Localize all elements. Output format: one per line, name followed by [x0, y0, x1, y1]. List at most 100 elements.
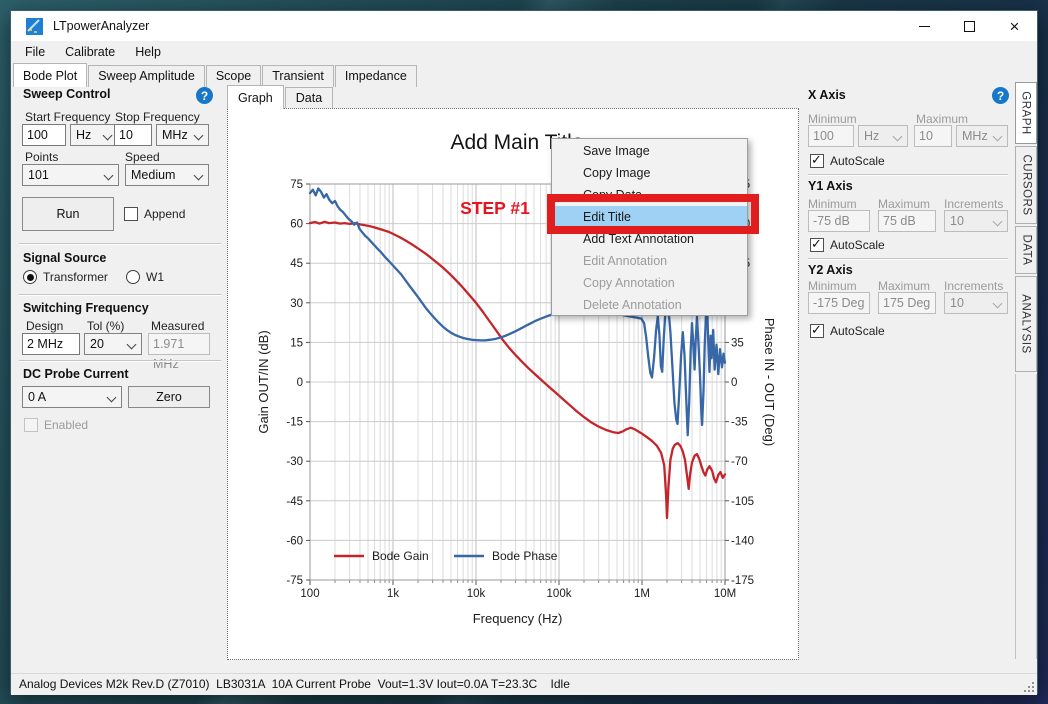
stop-frequency-unit-select[interactable]: MHz — [156, 124, 209, 146]
y1-autoscale-checkbox[interactable] — [810, 236, 824, 252]
tol-select[interactable]: 20 — [84, 333, 142, 355]
side-tab-cursors[interactable]: CURSORS — [1015, 146, 1037, 224]
points-select[interactable]: 101 — [22, 164, 119, 186]
side-tab-label: DATA — [1020, 234, 1032, 266]
tab-transient[interactable]: Transient — [262, 65, 334, 87]
chevron-down-icon — [102, 130, 113, 141]
side-tab-data[interactable]: DATA — [1015, 226, 1037, 274]
close-icon — [1010, 18, 1020, 35]
divider — [19, 294, 221, 296]
svg-text:-70: -70 — [731, 456, 748, 468]
divider — [808, 174, 1008, 176]
w1-radio[interactable] — [126, 270, 140, 284]
dc-probe-current-select[interactable]: 0 A — [22, 386, 122, 408]
window-title: LTpowerAnalyzer — [53, 19, 150, 33]
switching-frequency-title: Switching Frequency — [23, 301, 149, 315]
run-button[interactable]: Run — [22, 197, 114, 231]
graph-tab-strip: Graph Data — [227, 85, 334, 109]
svg-text:0: 0 — [297, 377, 303, 389]
menu-item-edit-annotation: Edit Annotation — [583, 254, 668, 268]
x-axis-title: X Axis — [808, 88, 846, 102]
start-frequency-label: Start Frequency — [25, 110, 111, 124]
app-window: LTpowerAnalyzer File Calibrate Help Bode P… — [10, 10, 1038, 695]
append-label: Append — [144, 207, 186, 221]
side-tab-label: GRAPH — [1020, 91, 1032, 135]
y2-max-label: Maximum — [878, 279, 931, 293]
svg-text:75: 75 — [290, 179, 303, 191]
chevron-down-icon — [193, 170, 204, 181]
menu-item-file[interactable]: File — [25, 45, 46, 59]
stop-frequency-input[interactable]: 10 — [114, 124, 152, 146]
start-frequency-unit-value: Hz — [76, 128, 92, 142]
help-icon[interactable] — [992, 87, 1009, 104]
svg-text:-30: -30 — [286, 456, 303, 468]
x-autoscale-checkbox[interactable] — [810, 152, 824, 168]
side-tab-rail — [1015, 374, 1037, 659]
svg-text:Frequency (Hz): Frequency (Hz) — [473, 611, 563, 626]
svg-text:0: 0 — [731, 377, 737, 389]
svg-text:15: 15 — [290, 337, 303, 349]
chevron-down-icon — [126, 339, 137, 350]
edit-title-highlight-box — [547, 194, 759, 234]
svg-text:-15: -15 — [286, 417, 303, 429]
svg-text:1k: 1k — [387, 588, 399, 600]
x-min-input: 100 — [808, 125, 854, 147]
svg-text:10M: 10M — [714, 588, 736, 600]
transformer-label: Transformer — [43, 270, 108, 284]
app-icon — [26, 18, 43, 35]
zero-button[interactable]: Zero — [128, 386, 210, 408]
start-frequency-input[interactable]: 100 — [22, 124, 66, 146]
points-label: Points — [25, 150, 59, 164]
y2-autoscale-label: AutoScale — [830, 324, 885, 338]
main-tab-strip: Bode Plot Sweep Amplitude Scope Transient Im… — [13, 63, 418, 87]
divider — [19, 243, 221, 245]
sweep-control-title: Sweep Control — [23, 87, 111, 101]
side-tab-analysis[interactable]: ANALYSIS — [1015, 276, 1037, 372]
side-tab-graph[interactable]: GRAPH — [1015, 82, 1037, 144]
svg-text:100: 100 — [300, 588, 319, 600]
svg-text:Bode Phase: Bode Phase — [492, 549, 558, 563]
help-icon[interactable] — [196, 87, 213, 104]
speed-select[interactable]: Medium — [125, 164, 209, 186]
design-label: Design — [26, 319, 64, 333]
dc-probe-current-value: 0 A — [28, 390, 47, 404]
chevron-down-icon — [992, 131, 1003, 142]
close-button[interactable] — [992, 11, 1037, 41]
tab-impedance[interactable]: Impedance — [334, 65, 417, 87]
x-min-unit-select: Hz — [858, 125, 908, 147]
y1-min-input: -75 dB — [808, 210, 870, 232]
transformer-radio[interactable] — [23, 270, 37, 284]
y1-increments-label: Increments — [944, 197, 1004, 211]
tab-data[interactable]: Data — [284, 87, 334, 109]
append-checkbox[interactable] — [124, 207, 138, 221]
menu-bar: File Calibrate Help — [11, 41, 1037, 64]
svg-text:-105: -105 — [731, 496, 754, 508]
menu-item-edit-title[interactable]: Edit Title — [552, 206, 747, 228]
tab-sweep-amplitude[interactable]: Sweep Amplitude — [88, 65, 205, 87]
menu-item-copy-annotation: Copy Annotation — [583, 276, 675, 290]
menu-item-help[interactable]: Help — [135, 45, 161, 59]
menu-item-add-text-annotation[interactable]: Add Text Annotation — [583, 232, 694, 246]
speed-value: Medium — [131, 168, 176, 182]
y2-autoscale-checkbox[interactable] — [810, 322, 824, 338]
divider — [19, 360, 221, 362]
tab-bode-plot[interactable]: Bode Plot — [13, 63, 88, 87]
tab-scope[interactable]: Scope — [205, 65, 262, 87]
minimize-button[interactable] — [902, 11, 947, 41]
divider — [808, 258, 1008, 260]
design-input[interactable]: 2 MHz — [22, 333, 80, 355]
resize-grip-icon[interactable] — [1032, 690, 1034, 692]
menu-item-calibrate[interactable]: Calibrate — [65, 45, 116, 59]
svg-text:Bode Gain: Bode Gain — [372, 549, 429, 563]
menu-item-copy-image[interactable]: Copy Image — [583, 166, 651, 180]
y1-max-label: Maximum — [878, 197, 931, 211]
tab-graph[interactable]: Graph — [227, 85, 284, 109]
menu-item-save-image[interactable]: Save Image — [583, 144, 650, 158]
start-frequency-unit-select[interactable]: Hz — [70, 124, 118, 146]
y2-min-label: Minimum — [808, 279, 857, 293]
bode-plot[interactable]: -75 -60 -45 -30 -15 0 15 30 45 60 75 -175 -140 -105 -7… — [228, 109, 800, 661]
maximize-button[interactable] — [947, 11, 992, 41]
enabled-label: Enabled — [44, 418, 89, 432]
x-autoscale-label: AutoScale — [830, 154, 885, 168]
